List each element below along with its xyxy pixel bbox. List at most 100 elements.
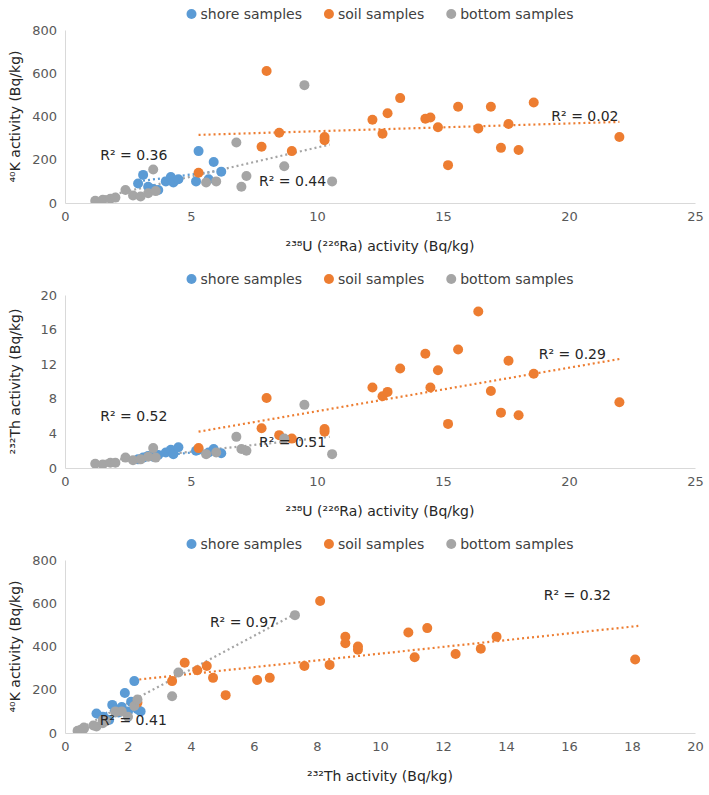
annotation: R² = 0.41 [100, 712, 167, 728]
tick-label: 400 [32, 639, 57, 654]
y-axis-title: ⁴⁰K activity (Bq/kg) [7, 580, 23, 712]
tick-label: 600 [32, 596, 57, 611]
tick: 200 [32, 152, 65, 167]
trend-line [78, 614, 295, 730]
data-point [208, 673, 218, 683]
axis-line [65, 296, 66, 469]
tick: 16 [40, 322, 65, 337]
tick: 8 [313, 733, 321, 754]
annotation: R² = 0.51 [259, 434, 326, 450]
tick: 12 [435, 733, 452, 754]
legend-marker [186, 9, 196, 19]
tick: 14 [498, 733, 515, 754]
y-axis: 0200400600800 [32, 23, 65, 211]
axis-line [66, 203, 696, 204]
data-point [443, 419, 453, 429]
data-point [630, 654, 640, 664]
tick: 15 [435, 468, 452, 489]
tick-label: 0 [61, 209, 69, 224]
data-point [383, 387, 393, 397]
axis-line [65, 561, 66, 734]
legend-label: soil samples [338, 271, 424, 287]
tick: 0 [49, 461, 65, 476]
data-point [173, 174, 183, 184]
legend-marker [186, 274, 196, 284]
x-axis-title: ²³⁸U (²²⁶Ra) activity (Bq/kg) [286, 238, 475, 254]
series [90, 400, 337, 468]
x-axis-title: ²³²Th activity (Bq/kg) [307, 768, 453, 784]
data-point [451, 649, 461, 659]
data-point [138, 170, 148, 180]
tick: 18 [624, 733, 641, 754]
data-point [473, 306, 483, 316]
data-point [320, 424, 330, 434]
tick: 10 [309, 468, 326, 489]
data-point [287, 146, 297, 156]
axis-line [66, 468, 696, 469]
tick: 0 [61, 468, 69, 489]
data-point [403, 627, 413, 637]
data-point [433, 122, 443, 132]
annotation: R² = 0.44 [259, 173, 326, 189]
data-point [167, 691, 177, 701]
data-point [151, 186, 161, 196]
chart-panel: 024681012141618200200400600800²³²Th acti… [7, 536, 704, 784]
tick-label: 25 [687, 209, 704, 224]
tick-label: 10 [309, 474, 326, 489]
tick-label: 15 [435, 474, 452, 489]
y-axis: 048121620 [40, 288, 65, 476]
chart-panel: 0510152025048121620²³⁸U (²²⁶Ra) activity… [7, 271, 704, 519]
tick: 10 [309, 203, 326, 224]
data-point [486, 386, 496, 396]
data-point [216, 167, 226, 177]
data-point [252, 675, 262, 685]
data-point [211, 176, 221, 186]
data-point [443, 160, 453, 170]
data-point [299, 80, 309, 90]
tick: 20 [40, 288, 65, 303]
data-point [614, 132, 624, 142]
legend-item: shore samples [186, 536, 301, 552]
plot-area [90, 306, 624, 468]
data-point [395, 93, 405, 103]
y-axis: 0200400600800 [32, 553, 65, 741]
legend-label: bottom samples [460, 271, 573, 287]
data-point [194, 146, 204, 156]
data-point [120, 688, 130, 698]
data-point [614, 397, 624, 407]
data-point [476, 644, 486, 654]
data-point [191, 176, 201, 186]
data-point [367, 383, 377, 393]
data-point [420, 349, 430, 359]
data-point [201, 177, 211, 187]
data-point [257, 142, 267, 152]
tick-label: 8 [49, 391, 57, 406]
annotation: R² = 0.52 [100, 408, 167, 424]
legend-marker [446, 539, 456, 549]
tick: 400 [32, 109, 65, 124]
tick: 0 [49, 196, 65, 211]
tick: 20 [687, 733, 704, 754]
data-point [194, 168, 204, 178]
series [133, 442, 226, 464]
tick-label: 10 [309, 209, 326, 224]
trend-line [95, 145, 329, 199]
tick-label: 6 [250, 739, 258, 754]
data-point [425, 383, 435, 393]
legend: shore samples soil samples bottom samples [186, 271, 573, 287]
data-point [201, 449, 211, 459]
data-point [148, 443, 158, 453]
legend-item: shore samples [186, 271, 301, 287]
legend-item: bottom samples [446, 271, 573, 287]
tick: 25 [687, 468, 704, 489]
series [90, 80, 337, 203]
tick-label: 8 [313, 739, 321, 754]
data-point [231, 432, 241, 442]
trend-line [199, 359, 620, 432]
tick: 0 [49, 726, 65, 741]
tick-label: 10 [372, 739, 389, 754]
data-point [504, 119, 514, 129]
data-point [132, 694, 142, 704]
data-point [241, 171, 251, 181]
data-point [133, 179, 143, 189]
